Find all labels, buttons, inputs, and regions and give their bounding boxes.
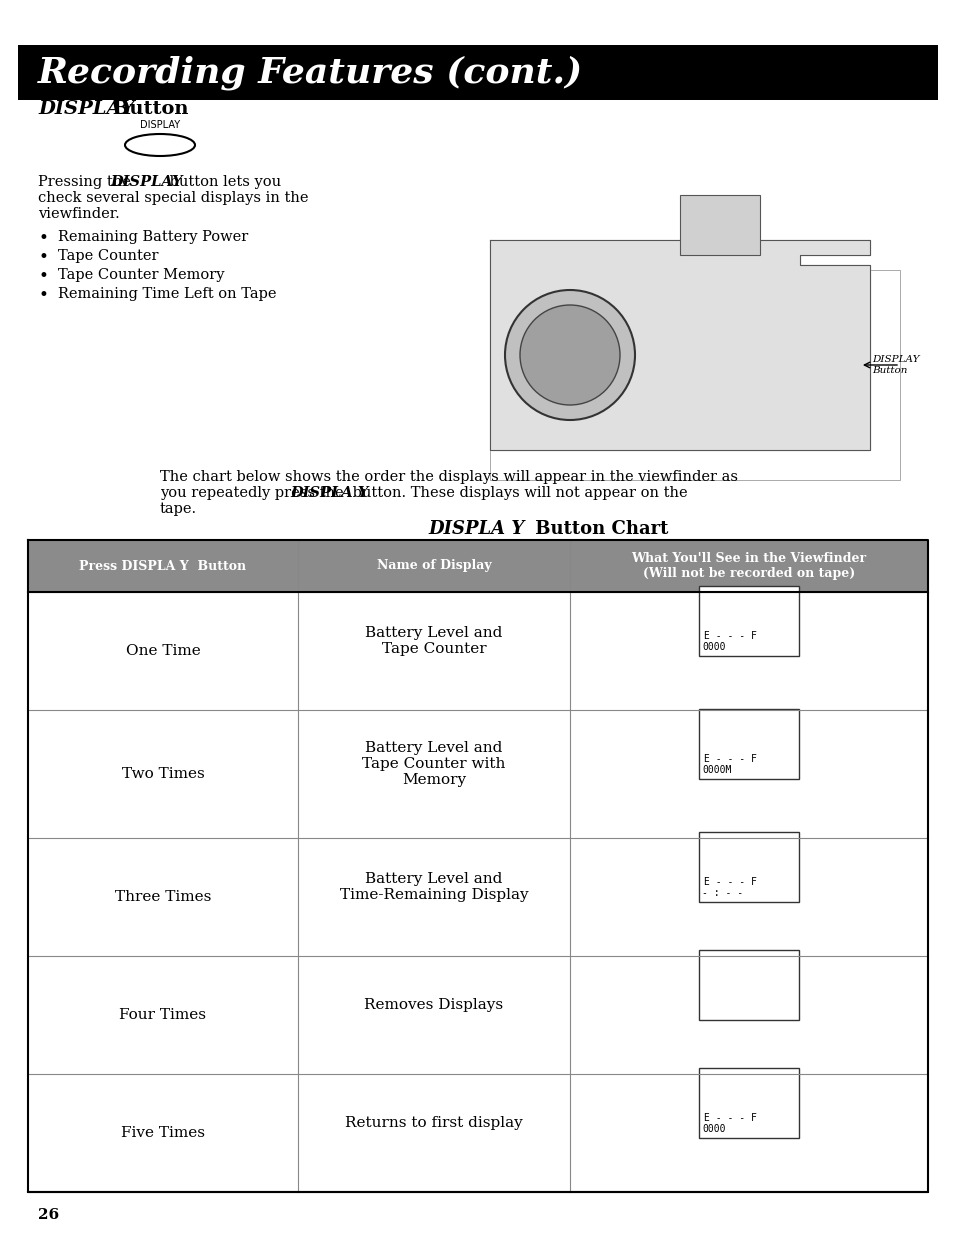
Text: Press DISPLA Y  Button: Press DISPLA Y Button bbox=[79, 559, 246, 573]
Polygon shape bbox=[490, 241, 869, 450]
Text: Remaining Battery Power: Remaining Battery Power bbox=[58, 229, 248, 244]
Text: - : - -: - : - - bbox=[701, 888, 742, 898]
Text: Tape Counter: Tape Counter bbox=[58, 249, 158, 263]
Text: Button Chart: Button Chart bbox=[529, 520, 668, 538]
Text: DISPLAY: DISPLAY bbox=[38, 100, 134, 118]
Text: button lets you: button lets you bbox=[165, 175, 281, 188]
Bar bbox=[699, 832, 799, 901]
Bar bbox=[679, 195, 760, 255]
Text: The chart below shows the order the displays will appear in the viewfinder as: The chart below shows the order the disp… bbox=[160, 470, 738, 484]
Text: Battery Level and
Tape Counter: Battery Level and Tape Counter bbox=[365, 626, 502, 656]
Circle shape bbox=[519, 305, 619, 405]
Bar bbox=[699, 950, 799, 1021]
Text: tape.: tape. bbox=[160, 502, 197, 516]
Text: E - - - F: E - - - F bbox=[703, 631, 756, 641]
Bar bbox=[569, 539, 927, 591]
Text: Returns to first display: Returns to first display bbox=[345, 1116, 522, 1130]
Text: •: • bbox=[38, 268, 48, 285]
Text: 0000: 0000 bbox=[701, 1123, 724, 1135]
Text: Five Times: Five Times bbox=[121, 1126, 205, 1140]
Text: •: • bbox=[38, 229, 48, 247]
Text: you repeatedly press the: you repeatedly press the bbox=[160, 486, 348, 500]
Bar bbox=[699, 709, 799, 779]
Bar bbox=[297, 539, 569, 591]
Bar bbox=[490, 270, 899, 480]
Text: 26: 26 bbox=[38, 1208, 59, 1221]
Text: Battery Level and
Tape Counter with
Memory: Battery Level and Tape Counter with Memo… bbox=[362, 740, 505, 787]
Text: DISPLA Y: DISPLA Y bbox=[429, 520, 524, 538]
Text: DISPLA Y: DISPLA Y bbox=[290, 486, 368, 500]
Text: DISPLAY
Button: DISPLAY Button bbox=[871, 356, 919, 374]
Bar bbox=[18, 45, 937, 100]
Text: •: • bbox=[38, 249, 48, 267]
Text: Three Times: Three Times bbox=[114, 890, 211, 904]
Text: check several special displays in the: check several special displays in the bbox=[38, 191, 308, 205]
Text: Pressing the: Pressing the bbox=[38, 175, 135, 188]
Text: 0000: 0000 bbox=[701, 642, 724, 652]
Text: Removes Displays: Removes Displays bbox=[364, 998, 503, 1012]
Bar bbox=[699, 587, 799, 656]
Text: Name of Display: Name of Display bbox=[376, 559, 491, 573]
Text: Recording Features (cont.): Recording Features (cont.) bbox=[38, 56, 582, 89]
Text: Two Times: Two Times bbox=[121, 768, 204, 781]
Text: DISPLAY: DISPLAY bbox=[110, 175, 182, 188]
Text: E - - - F: E - - - F bbox=[703, 754, 756, 764]
Text: One Time: One Time bbox=[126, 644, 200, 658]
Bar bbox=[28, 539, 297, 591]
Text: E - - - F: E - - - F bbox=[703, 877, 756, 887]
Bar bbox=[699, 1068, 799, 1138]
Text: Remaining Time Left on Tape: Remaining Time Left on Tape bbox=[58, 286, 276, 301]
Text: •: • bbox=[38, 286, 48, 304]
Text: Button: Button bbox=[106, 100, 189, 118]
Text: button. These displays will not appear on the: button. These displays will not appear o… bbox=[348, 486, 687, 500]
Circle shape bbox=[504, 290, 635, 420]
Text: Tape Counter Memory: Tape Counter Memory bbox=[58, 268, 224, 281]
Text: Battery Level and
Time-Remaining Display: Battery Level and Time-Remaining Display bbox=[339, 872, 528, 903]
Text: E - - - F: E - - - F bbox=[703, 1114, 756, 1123]
Text: 0000M: 0000M bbox=[701, 765, 731, 775]
Text: DISPLAY: DISPLAY bbox=[140, 120, 180, 130]
Text: What You'll See in the Viewfinder
(Will not be recorded on tape): What You'll See in the Viewfinder (Will … bbox=[631, 552, 865, 580]
Text: Four Times: Four Times bbox=[119, 1008, 206, 1022]
Text: viewfinder.: viewfinder. bbox=[38, 207, 120, 221]
Ellipse shape bbox=[125, 134, 194, 156]
